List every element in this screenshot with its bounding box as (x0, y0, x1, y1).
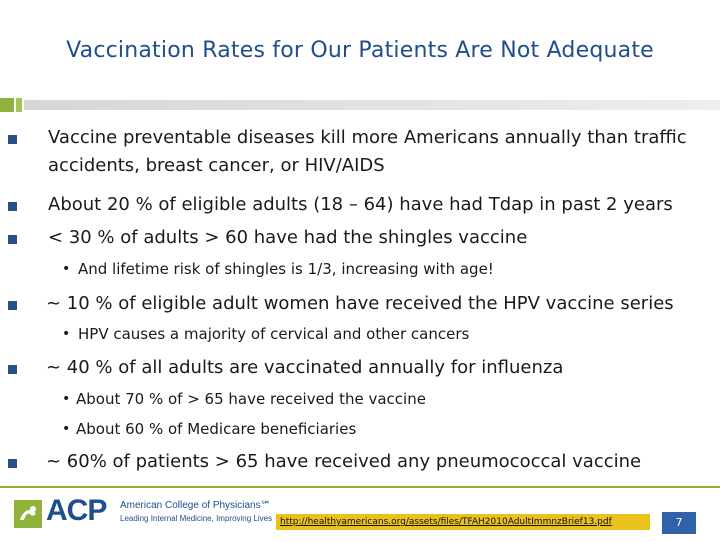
dot-bullet-icon: • (62, 421, 71, 437)
bullet-text: ~ 40 % of all adults are vaccinated annu… (46, 357, 564, 378)
sub-bullet-text: About 60 % of Medicare beneficiaries (76, 420, 357, 438)
bullet-text: ~ 10 % of eligible adult women have rece… (46, 293, 674, 314)
title-divider (0, 98, 720, 112)
square-bullet-icon (8, 301, 17, 310)
dot-bullet-icon: • (62, 261, 71, 277)
logo-tagline: Leading Internal Medicine, Improving Liv… (120, 514, 273, 523)
bullet-text: About 20 % of eligible adults (18 – 64) … (48, 194, 673, 215)
dot-bullet-icon: • (62, 391, 71, 407)
source-link[interactable]: http://healthyamericans.org/assets/files… (276, 514, 650, 530)
bullet-text: < 30 % of adults > 60 have had the shing… (48, 227, 528, 248)
dot-bullet-icon: • (62, 326, 71, 342)
square-bullet-icon (8, 202, 17, 211)
square-bullet-icon (8, 235, 17, 244)
bullet-text-continuation: accidents, breast cancer, or HIV/AIDS (48, 155, 385, 176)
acp-logo-icon (14, 500, 42, 528)
square-bullet-icon (8, 135, 17, 144)
slide-title: Vaccination Rates for Our Patients Are N… (66, 38, 654, 63)
square-bullet-icon (8, 459, 17, 468)
page-number-badge: 7 (662, 512, 696, 534)
sub-bullet-text: HPV causes a majority of cervical and ot… (78, 325, 470, 343)
slide-footer: ACP American College of Physicians℠ Lead… (0, 486, 720, 542)
divider-accent-block (0, 98, 14, 112)
logo-acp-text: ACP (46, 494, 107, 527)
divider-bar (24, 100, 720, 110)
divider-accent-block-small (16, 98, 22, 112)
sub-bullet-text: And lifetime risk of shingles is 1/3, in… (78, 260, 494, 278)
square-bullet-icon (8, 365, 17, 374)
sub-bullet-text: About 70 % of > 65 have received the vac… (76, 390, 426, 408)
bullet-text: Vaccine preventable diseases kill more A… (48, 127, 687, 148)
logo-organization-name: American College of Physicians℠ (120, 500, 271, 511)
bullet-text: ~ 60% of patients > 65 have received any… (46, 451, 642, 472)
